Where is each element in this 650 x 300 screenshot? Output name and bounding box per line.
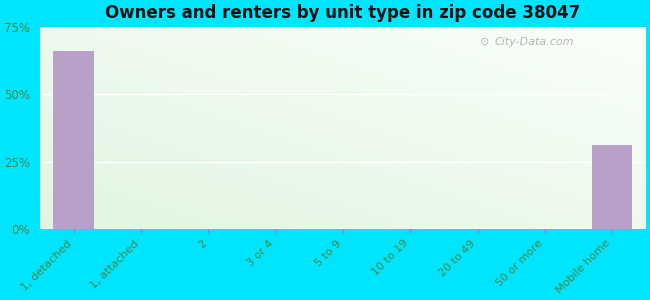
Bar bbox=[53, 51, 94, 229]
Bar bbox=[592, 146, 632, 229]
Text: City-Data.com: City-Data.com bbox=[495, 37, 574, 46]
Title: Owners and renters by unit type in zip code 38047: Owners and renters by unit type in zip c… bbox=[105, 4, 580, 22]
Text: ⊙: ⊙ bbox=[480, 37, 490, 46]
